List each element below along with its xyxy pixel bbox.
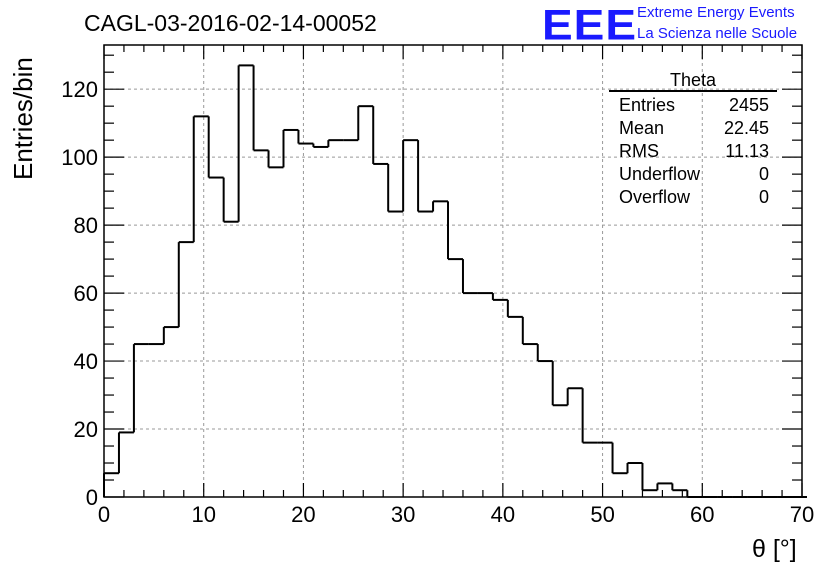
- logo-line-2: La Scienza nelle Scuole: [637, 25, 798, 42]
- stats-row-rms: RMS 11.13: [609, 140, 777, 163]
- x-tick-label: 50: [590, 502, 614, 527]
- stats-label: Mean: [619, 118, 665, 138]
- plot-frame: [103, 44, 803, 498]
- eee-logo: EEE: [542, 1, 638, 49]
- y-tick-label: 20: [74, 417, 98, 442]
- x-tick-label: 70: [790, 502, 814, 527]
- y-tick-label: 60: [74, 281, 98, 306]
- tick-labels: 0 10 20 30 40 50 60 70 0 20 40 60 80 100 120: [61, 77, 814, 527]
- stats-value: 0: [758, 164, 769, 184]
- stats-row-mean: Mean 22.45: [609, 117, 777, 140]
- stats-label: Underflow: [619, 164, 701, 184]
- axis-ticks: [103, 45, 803, 498]
- stats-value: 0: [758, 187, 769, 207]
- y-tick-label: 80: [74, 213, 98, 238]
- stats-label: RMS: [619, 141, 659, 161]
- y-tick-label: 100: [61, 145, 98, 170]
- y-tick-label: 40: [74, 349, 98, 374]
- stats-box: Theta Entries 2455 Mean 22.45 RMS 11.13 …: [609, 70, 777, 209]
- logo-line-1: Extreme Energy Events: [637, 4, 795, 21]
- stats-separator: [609, 90, 777, 92]
- x-tick-label: 20: [291, 502, 315, 527]
- stats-label: Entries: [619, 95, 676, 115]
- plot-border: [103, 44, 803, 498]
- x-tick-label: 60: [690, 502, 714, 527]
- y-tick-label: 120: [61, 77, 98, 102]
- y-axis-label: Entries/bin: [8, 57, 38, 180]
- stats-value: 2455: [728, 95, 769, 115]
- stats-row-entries: Entries 2455: [609, 94, 777, 117]
- stats-row-overflow: Overflow 0: [609, 186, 777, 209]
- x-tick-label: 10: [191, 502, 215, 527]
- x-axis-label: θ [°]: [752, 535, 797, 563]
- stats-title: Theta: [669, 70, 717, 90]
- x-tick-label: 30: [391, 502, 415, 527]
- stats-value: 11.13: [725, 141, 769, 161]
- y-tick-label: 0: [86, 485, 98, 510]
- stats-value: 22.45: [723, 118, 769, 138]
- stats-row-underflow: Underflow 0: [609, 163, 777, 186]
- x-tick-label: 40: [491, 502, 515, 527]
- grid-lines: [104, 45, 802, 497]
- chart-title: CAGL-03-2016-02-14-00052: [84, 10, 377, 36]
- x-tick-label: 0: [98, 502, 110, 527]
- stats-label: Overflow: [619, 187, 691, 207]
